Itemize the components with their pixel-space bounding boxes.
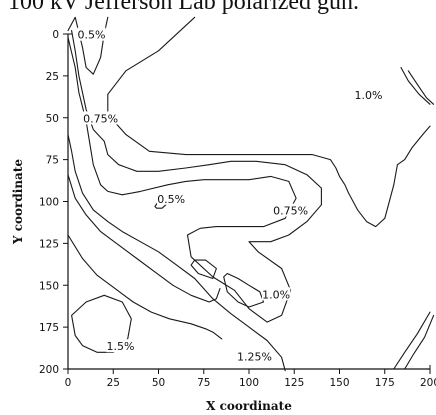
x-axis-title: X coordinate: [206, 399, 292, 413]
contour-line-3: [67, 133, 286, 372]
contour-line-12: [393, 311, 431, 370]
x-tick-label: 100: [239, 377, 259, 389]
x-tick-label: 125: [284, 377, 304, 389]
y-tick-label: 100: [39, 197, 59, 209]
contour-label-bg: [273, 203, 309, 217]
contour-line-1: [107, 16, 431, 228]
x-axis-ticks: 0 25 50 75 100 125 150 175 200: [65, 369, 436, 389]
x-tick-label: 25: [107, 377, 120, 389]
contour-label: 1.0%: [354, 89, 382, 102]
y-tick-label: 150: [39, 280, 59, 292]
contour-line-13: [404, 314, 435, 370]
contour-label-bg: [83, 111, 119, 125]
x-tick-label: 0: [65, 377, 72, 389]
plot-frame: [67, 33, 431, 370]
contour-label-bg: [354, 87, 383, 101]
y-axis-title: Y coordinate: [11, 159, 25, 245]
contour-label-bg: [261, 287, 291, 301]
figure-caption: 100 kV Jefferson Lab polarized gun.: [8, 0, 360, 15]
contour-label-bg: [106, 339, 135, 353]
contour-label: 1.0%: [262, 288, 290, 301]
contour-label: 1.25%: [237, 350, 272, 363]
x-tick-label: 150: [329, 377, 349, 389]
y-tick-label: 50: [46, 113, 59, 125]
y-axis-ticks: 0 25 50 75 100 125 150 175 200: [39, 29, 68, 376]
contour-label: 0.75%: [83, 112, 118, 125]
x-tick-label: 175: [375, 377, 395, 389]
x-tick-label: 200: [420, 377, 436, 389]
contour-line-8: [223, 272, 265, 308]
contour-line-10: [400, 66, 431, 105]
contour-label: 0.75%: [273, 205, 308, 218]
contour-label: 1.5%: [107, 340, 135, 353]
y-tick-label: 200: [39, 364, 59, 376]
contour-label-bg: [77, 27, 106, 41]
contour-line-9: [71, 294, 132, 353]
y-tick-label: 175: [39, 322, 59, 334]
contour-labels: 0.5% 1.0% 0.75% 0.5% 0.75% 1.0% 1.5% 1.25%: [77, 27, 383, 363]
contour-label-bg: [236, 349, 272, 363]
contour-label: 0.5%: [78, 29, 106, 42]
x-tick-label: 50: [152, 377, 165, 389]
y-tick-label: 0: [52, 29, 59, 41]
contour-line-4: [67, 174, 221, 303]
contour-line-11: [407, 70, 435, 105]
y-tick-label: 25: [46, 71, 59, 83]
contour-line-2: [67, 30, 322, 323]
x-tick-label: 75: [197, 377, 210, 389]
contour-label: 0.5%: [157, 193, 185, 206]
y-tick-label: 75: [46, 155, 59, 167]
contour-line-7: [190, 259, 217, 280]
contour-lines: [67, 16, 435, 372]
contour-label-bg: [156, 191, 186, 205]
y-tick-label: 125: [39, 238, 59, 250]
contour-line-5: [67, 234, 223, 340]
